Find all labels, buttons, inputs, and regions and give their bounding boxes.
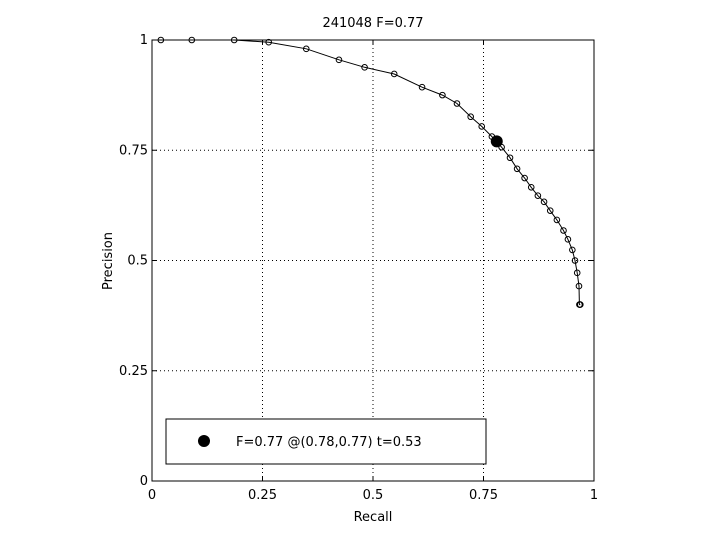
series-line bbox=[160, 39, 581, 306]
y-tick-label: 0.25 bbox=[119, 364, 148, 379]
y-tick-label: 0.75 bbox=[119, 143, 148, 158]
y-tick-label: 0.5 bbox=[127, 254, 148, 269]
x-tick-label: 0.5 bbox=[363, 488, 384, 503]
data-point bbox=[361, 64, 368, 71]
data-point bbox=[553, 216, 561, 224]
data-point bbox=[265, 38, 272, 46]
legend-label: F=0.77 @(0.78,0.77) t=0.53 bbox=[236, 435, 422, 450]
data-point bbox=[335, 56, 343, 64]
data-point bbox=[540, 198, 548, 206]
y-axis-label: Precision bbox=[101, 232, 116, 290]
data-point bbox=[478, 123, 486, 130]
data-point bbox=[521, 174, 528, 182]
y-tick-label: 1 bbox=[140, 33, 148, 48]
x-axis-label: Recall bbox=[354, 510, 393, 525]
axis-ticks bbox=[151, 39, 595, 482]
data-point bbox=[453, 100, 461, 107]
data-point bbox=[513, 165, 521, 173]
data-point bbox=[230, 36, 238, 44]
series-points bbox=[157, 36, 584, 308]
legend-marker bbox=[198, 435, 210, 447]
data-point bbox=[575, 282, 583, 290]
data-point bbox=[560, 227, 567, 234]
data-point bbox=[302, 45, 310, 53]
data-point bbox=[534, 192, 542, 199]
x-tick-label: 0.75 bbox=[469, 488, 498, 503]
y-tick-labels: 0 0.25 0.5 0.75 1 bbox=[119, 33, 148, 489]
data-point bbox=[157, 36, 165, 44]
data-point bbox=[439, 91, 446, 99]
data-point bbox=[390, 70, 398, 78]
data-point bbox=[506, 154, 514, 162]
x-tick-label: 1 bbox=[590, 488, 598, 503]
data-point bbox=[467, 113, 474, 121]
data-point bbox=[564, 236, 572, 243]
data-point bbox=[571, 257, 579, 264]
x-tick-labels: 0 0.25 0.5 0.75 1 bbox=[148, 488, 598, 503]
data-point bbox=[188, 36, 196, 44]
chart-title: 241048 F=0.77 bbox=[322, 16, 423, 31]
data-point bbox=[576, 301, 584, 308]
x-tick-label: 0.25 bbox=[248, 488, 277, 503]
legend: F=0.77 @(0.78,0.77) t=0.53 bbox=[165, 418, 487, 465]
grid-lines bbox=[152, 40, 594, 481]
data-point bbox=[418, 83, 426, 91]
data-point bbox=[546, 207, 554, 214]
data-point bbox=[527, 183, 535, 191]
data-point bbox=[569, 246, 576, 254]
data-point bbox=[573, 269, 581, 277]
legend-box bbox=[165, 418, 487, 465]
optimal-f-point bbox=[490, 135, 503, 148]
y-tick-label: 0 bbox=[140, 474, 148, 489]
x-tick-label: 0 bbox=[148, 488, 156, 503]
